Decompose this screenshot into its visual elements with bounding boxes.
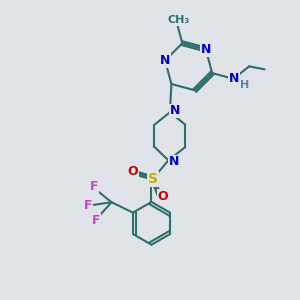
Text: F: F — [92, 214, 100, 227]
Text: N: N — [169, 155, 179, 168]
Text: N: N — [160, 54, 170, 67]
Text: N: N — [201, 43, 211, 56]
Text: O: O — [128, 164, 138, 178]
Text: CH₃: CH₃ — [167, 15, 190, 25]
Text: O: O — [158, 190, 168, 203]
Text: N: N — [229, 72, 239, 86]
Text: S: S — [148, 172, 158, 186]
Text: H: H — [240, 80, 250, 90]
Text: F: F — [89, 180, 98, 193]
Text: N: N — [170, 104, 181, 117]
Text: F: F — [84, 199, 93, 212]
